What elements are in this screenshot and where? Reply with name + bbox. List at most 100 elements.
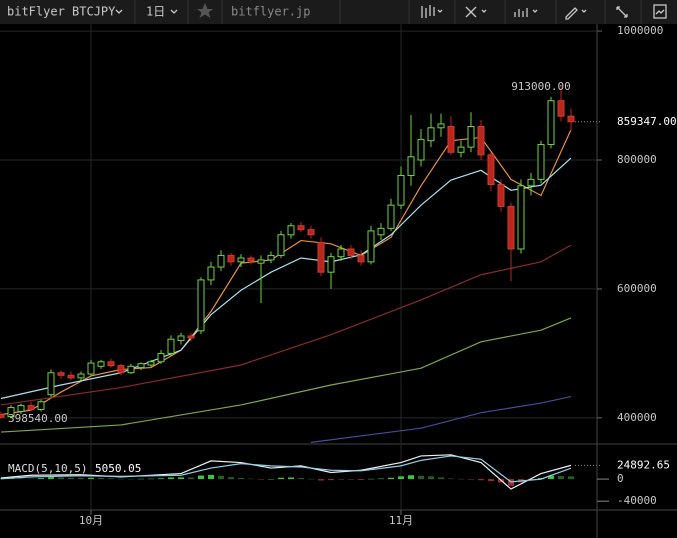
candle-body — [97, 361, 105, 367]
candle-body — [507, 205, 515, 250]
candle-body — [447, 125, 455, 153]
candle-body — [497, 184, 505, 207]
candle-body — [367, 230, 375, 263]
candle-body — [157, 352, 165, 363]
candle-body — [237, 257, 245, 263]
candle-body — [337, 248, 345, 258]
moving-average — [310, 396, 572, 443]
chevron[interactable] — [115, 9, 123, 14]
candle-body — [397, 174, 405, 206]
chart-type-button[interactable] — [421, 5, 443, 18]
candle-body — [137, 363, 145, 369]
histogram-bar — [568, 476, 574, 480]
y-tick-label: -40000 — [617, 494, 657, 507]
candle-body — [207, 266, 215, 281]
candle-body — [197, 279, 205, 332]
histogram-bar — [398, 476, 404, 480]
candle-body — [117, 365, 125, 374]
candle-body — [317, 242, 325, 273]
histogram-bar — [448, 478, 454, 480]
histogram-bar — [178, 477, 184, 480]
interval[interactable]: 1日 — [146, 5, 165, 19]
histogram-bar — [28, 478, 34, 480]
y-tick-label: 0 — [617, 472, 624, 485]
toolbar: bitFlyer BTCJPY 1日 bitflyer.jp — [0, 0, 677, 24]
histogram-bar — [378, 478, 384, 480]
histogram-bar — [408, 475, 414, 480]
symbol[interactable]: bitFlyer BTCJPY — [7, 5, 116, 19]
indicators-button[interactable] — [514, 8, 538, 17]
macd-value: 5050.05 — [95, 462, 141, 475]
histogram-bar — [258, 479, 264, 480]
candle-body — [107, 361, 115, 367]
histogram-bar — [388, 477, 394, 480]
histogram-bar — [488, 479, 494, 482]
candle-body — [87, 362, 95, 375]
histogram-bar — [308, 478, 314, 480]
screenshot-button[interactable] — [653, 4, 667, 19]
x-tick-label: 10月 — [79, 514, 103, 527]
candle-body — [547, 100, 555, 146]
candle-body — [387, 204, 395, 229]
histogram-bar — [548, 475, 554, 480]
candle-body — [557, 100, 565, 117]
candle-body — [217, 254, 225, 268]
candle-body — [517, 185, 525, 250]
candle-body — [307, 229, 315, 236]
compare-button[interactable] — [465, 6, 487, 18]
histogram-bar — [88, 477, 94, 480]
histogram-bar — [48, 477, 54, 480]
macd-title: MACD(5,10,5) — [8, 462, 87, 475]
histogram-bar — [78, 478, 84, 480]
favorite-star[interactable] — [197, 3, 213, 18]
draw-button[interactable] — [565, 7, 587, 20]
histogram-bar — [428, 476, 434, 480]
candle-body — [377, 227, 385, 236]
high-label: 913000.00 — [511, 80, 571, 93]
candle-body — [527, 178, 535, 187]
histogram-bar — [358, 479, 364, 480]
x-tick-label: 11月 — [389, 514, 413, 527]
histogram-bar — [128, 478, 134, 480]
macd-last-label: 24892.65 — [617, 458, 670, 471]
candle-body — [477, 125, 485, 156]
candle-body — [567, 115, 575, 123]
histogram-bar — [248, 478, 254, 480]
last-price-label: 859347.00 — [617, 115, 677, 128]
candle-body — [27, 405, 35, 410]
y-tick-label: 600000 — [617, 282, 657, 295]
chevron[interactable] — [170, 9, 178, 14]
candle-body — [287, 225, 295, 236]
candle-body — [247, 257, 255, 262]
histogram-bar — [418, 475, 424, 480]
candle-body — [457, 146, 465, 153]
histogram-bar — [368, 478, 374, 480]
candle-body — [187, 335, 195, 339]
histogram-bar — [478, 479, 484, 481]
histogram-bar — [268, 478, 274, 480]
candle-body — [0, 414, 5, 418]
fullscreen-button[interactable] — [616, 6, 628, 18]
candle-body — [17, 405, 25, 412]
moving-average — [0, 317, 572, 433]
histogram-bar — [208, 474, 214, 480]
moving-average — [0, 129, 572, 416]
y-tick-label: 400000 — [617, 411, 657, 424]
toolbar-bg — [0, 0, 677, 24]
y-tick-label: 800000 — [617, 153, 657, 166]
histogram-bar — [218, 475, 224, 480]
candle-body — [267, 254, 275, 261]
candle-body — [257, 259, 265, 264]
candle-body — [487, 154, 495, 186]
candle-body — [167, 338, 175, 354]
candle-body — [437, 123, 445, 129]
y-tick-label: 1000000 — [617, 24, 663, 37]
histogram-bar — [458, 478, 464, 480]
histogram-bar — [228, 477, 234, 480]
histogram-bar — [198, 475, 204, 480]
histogram-bar — [348, 479, 354, 480]
candle-body — [427, 127, 435, 142]
candle-body — [37, 401, 45, 410]
